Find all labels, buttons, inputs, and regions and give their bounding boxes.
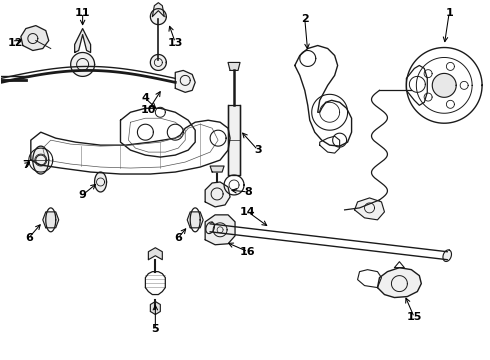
Polygon shape [377,268,421,298]
Text: 12: 12 [8,37,24,48]
Text: 1: 1 [445,8,453,18]
Text: 8: 8 [244,187,252,197]
Polygon shape [21,26,49,50]
Text: 5: 5 [151,324,159,334]
Polygon shape [228,62,240,71]
Text: 6: 6 [174,233,182,243]
Text: 7: 7 [22,160,30,170]
Polygon shape [432,73,456,97]
Polygon shape [443,250,451,261]
Text: 9: 9 [79,190,87,200]
Polygon shape [74,28,91,53]
Polygon shape [175,71,195,92]
Polygon shape [43,212,59,228]
Polygon shape [210,166,224,172]
Polygon shape [150,9,166,24]
Text: 13: 13 [168,37,183,48]
Polygon shape [228,105,240,175]
Text: 10: 10 [141,105,156,115]
Text: 3: 3 [254,145,262,155]
Polygon shape [206,222,215,234]
Polygon shape [95,172,106,192]
Polygon shape [150,302,160,315]
Polygon shape [355,198,385,220]
Text: 2: 2 [301,14,309,24]
Text: 16: 16 [240,247,256,257]
Text: 6: 6 [25,233,33,243]
Polygon shape [33,146,49,174]
Text: 11: 11 [75,8,90,18]
Polygon shape [152,3,164,17]
Text: 14: 14 [240,207,256,217]
Polygon shape [205,182,230,207]
Polygon shape [187,212,203,228]
Text: 15: 15 [407,312,422,323]
Polygon shape [205,215,235,245]
Polygon shape [148,248,162,260]
Text: 4: 4 [142,93,149,103]
Polygon shape [150,54,166,71]
Polygon shape [71,53,95,76]
